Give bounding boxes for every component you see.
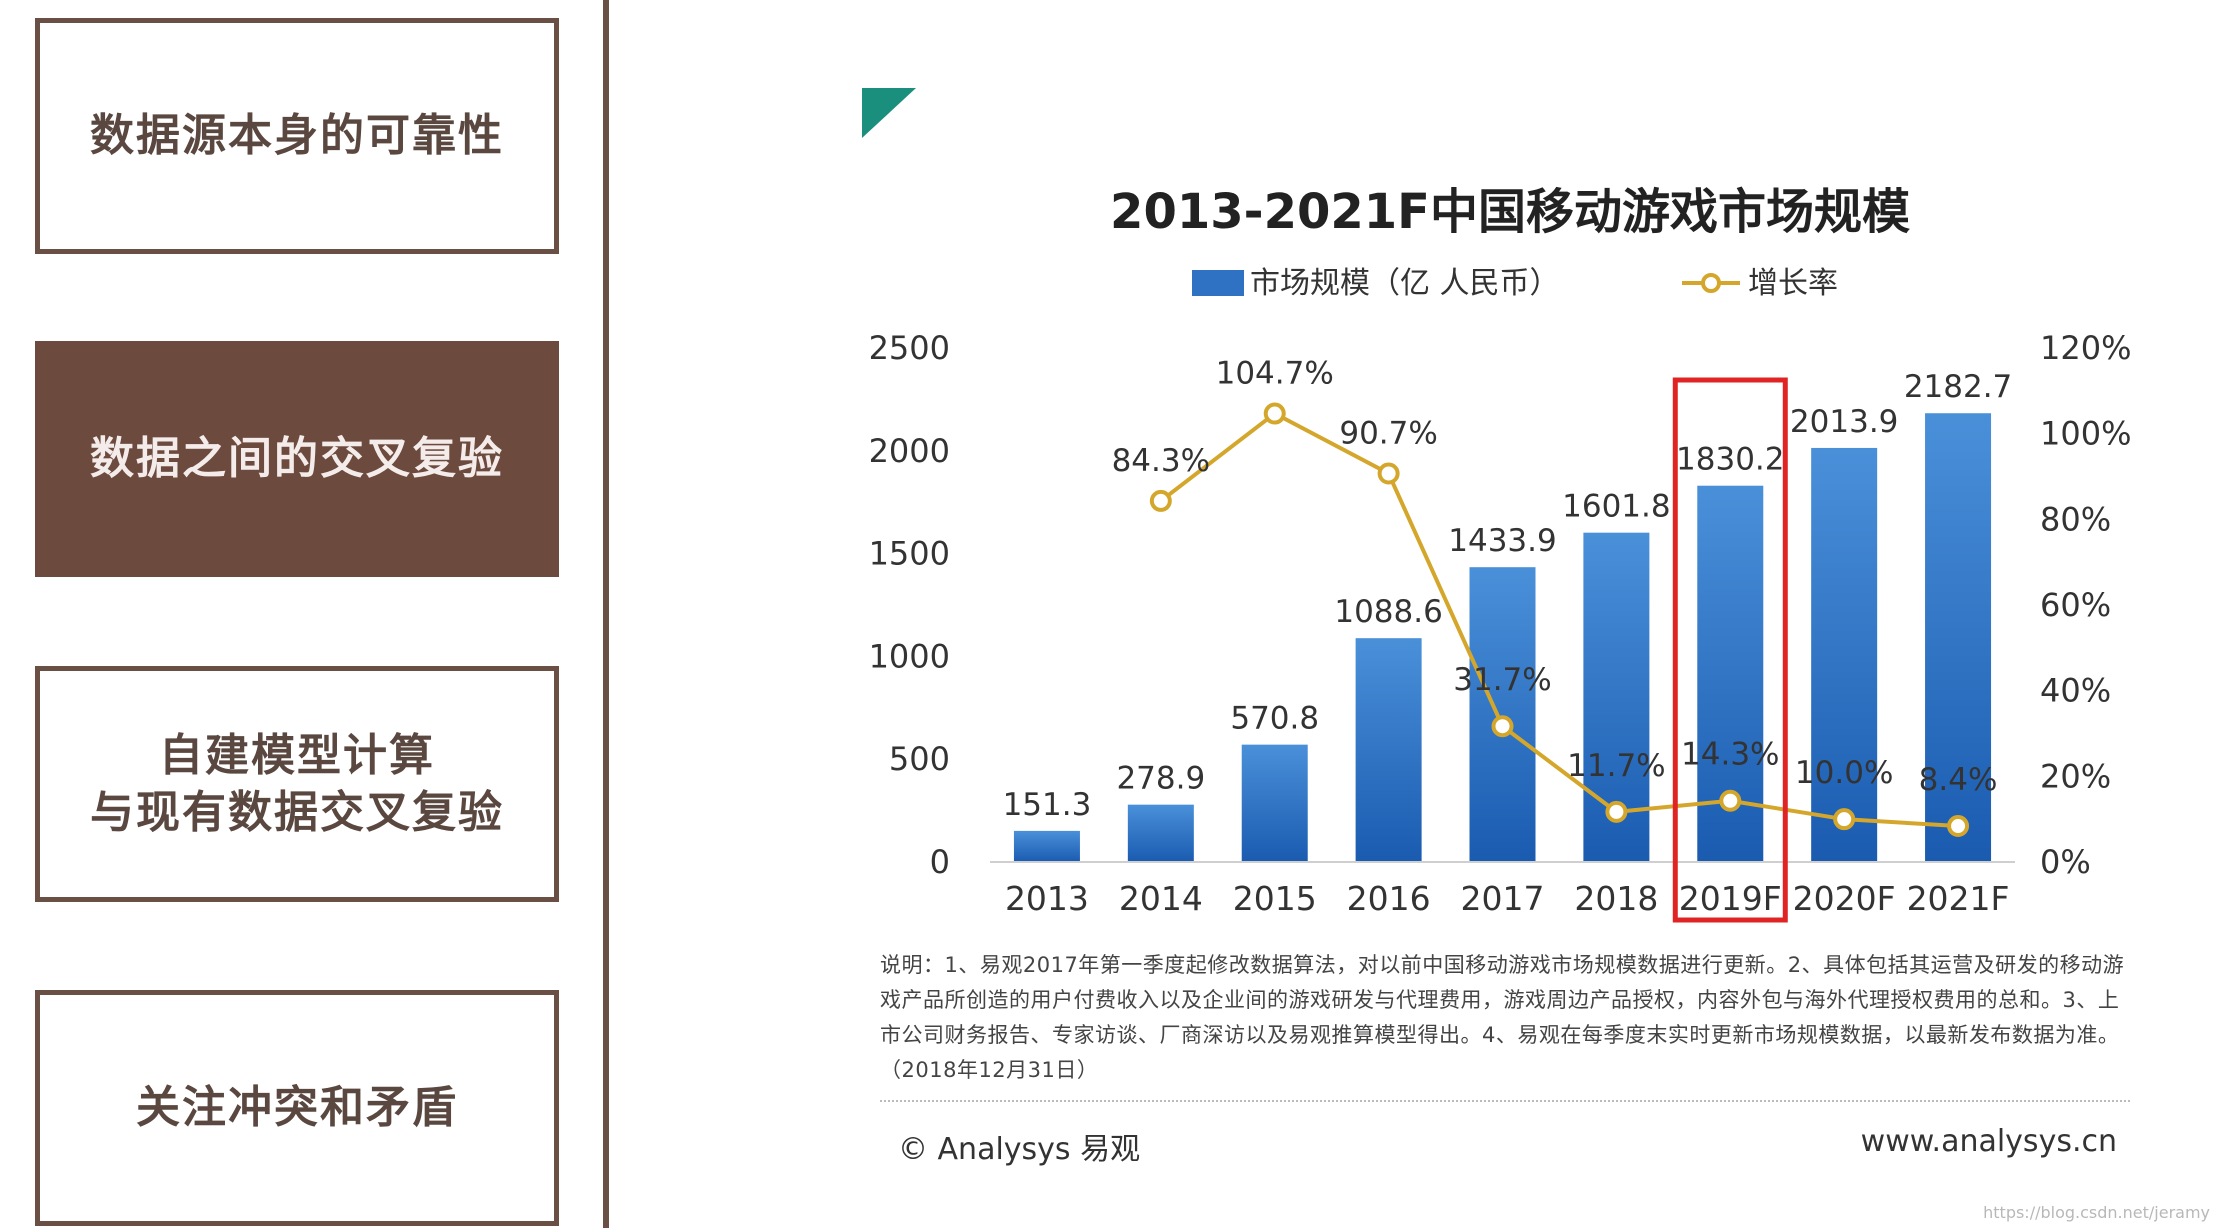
bar: [1241, 744, 1308, 862]
chart-title: 2013-2021F中国移动游戏市场规模: [1110, 184, 1910, 240]
footer-brand: © Analysys 易观: [898, 1132, 1141, 1167]
x-tick-label: 2013: [1005, 879, 1089, 918]
growth-point: [1833, 808, 1856, 831]
bar-value-label: 2013.9: [1790, 404, 1898, 440]
growth-point: [1605, 800, 1628, 823]
bar: [1127, 804, 1194, 862]
option-box-4: 关注冲突和矛盾: [35, 990, 559, 1226]
logo-mark-icon: [862, 88, 916, 138]
bar-value-label: 2182.7: [1904, 369, 2012, 405]
x-tick-label: 2015: [1233, 879, 1317, 918]
legend-bar-swatch: [1192, 270, 1244, 296]
footer-rule: [880, 1100, 2130, 1102]
y-right-tick-label: 100%: [2040, 415, 2131, 453]
growth-value-label: 11.7%: [1567, 748, 1665, 784]
watermark-url: https://blog.csdn.net/jeramy: [1983, 1203, 2210, 1222]
x-tick-label: 2018: [1574, 879, 1658, 918]
growth-point: [1491, 715, 1514, 738]
y-right-tick-label: 120%: [2040, 329, 2131, 367]
y-left-tick-label: 2500: [869, 329, 950, 367]
x-axis-ticks: 2013 2014 2015 2016 2017 2018 2019F 2020F 2021F: [1005, 879, 2010, 918]
growth-point: [1719, 789, 1742, 812]
growth-point: [1947, 815, 1970, 838]
bar-value-label: 1433.9: [1448, 523, 1556, 559]
growth-line: [1159, 411, 1959, 829]
y-left-tick-label: 1000: [869, 637, 950, 675]
x-tick-label: 2016: [1347, 879, 1431, 918]
bar-value-label: 570.8: [1230, 701, 1319, 737]
growth-point: [1149, 489, 1172, 512]
bar: [1355, 638, 1422, 862]
y-right-tick-label: 60%: [2040, 586, 2111, 624]
legend: 市场规模（亿 人民币） 增长率: [1192, 266, 1838, 301]
bar: [1925, 413, 1992, 862]
footer-url: www.analysys.cn: [1860, 1124, 2117, 1159]
bar-value-label: 1088.6: [1334, 594, 1442, 630]
y-right-tick-label: 40%: [2040, 672, 2111, 710]
y-right-tick-label: 80%: [2040, 500, 2111, 538]
x-tick-label: 2017: [1461, 879, 1545, 918]
growth-value-label: 90.7%: [1339, 416, 1437, 452]
highlight-box-2019f: [1672, 377, 1788, 923]
option-box-1: 数据源本身的可靠性: [35, 18, 559, 254]
bar-value-label: 151.3: [1003, 787, 1092, 823]
growth-value-label: 31.7%: [1453, 662, 1551, 698]
legend-line-label: 增长率: [1748, 266, 1838, 301]
market-size-chart: 2013-2021F中国移动游戏市场规模 市场规模（亿 人民币） 增长率 0 50…: [862, 88, 2131, 923]
bar-value-label: 278.9: [1116, 761, 1205, 797]
x-tick-label: 2014: [1119, 879, 1203, 918]
x-tick-label: 2019F: [1679, 879, 1782, 918]
y-left-tick-label: 500: [889, 740, 950, 778]
y-left-tick-label: 0: [930, 843, 950, 881]
vertical-divider: [603, 0, 609, 1228]
y-left-tick-label: 1500: [869, 535, 950, 573]
bar-value-label: 1601.8: [1562, 489, 1670, 525]
x-tick-label: 2020F: [1793, 879, 1896, 918]
bar: [1811, 447, 1878, 862]
growth-value-label: 104.7%: [1216, 356, 1334, 392]
growth-value-label: 10.0%: [1795, 755, 1893, 791]
legend-line-marker-icon: [1701, 273, 1721, 293]
growth-point: [1263, 402, 1286, 425]
chart-note: 说明：1、易观2017年第一季度起修改数据算法，对以前中国移动游戏市场规模数据进…: [880, 953, 2125, 1082]
growth-value-label: 8.4%: [1919, 762, 1998, 798]
option-box-2: 数据之间的交叉复验: [35, 341, 559, 577]
legend-bar-label: 市场规模（亿 人民币）: [1250, 266, 1560, 301]
growth-point: [1377, 462, 1400, 485]
y-left-tick-label: 2000: [869, 432, 950, 470]
y-right-tick-label: 0%: [2040, 843, 2091, 881]
bar: [1469, 567, 1536, 862]
bar-value-label: 1830.2: [1676, 442, 1784, 478]
growth-value-label: 84.3%: [1112, 443, 1210, 479]
y-axis-left: 0 500 1000 1500 2000 2500: [869, 329, 950, 881]
bar: [1013, 830, 1080, 862]
growth-value-label: 14.3%: [1681, 737, 1779, 773]
growth-line-series: 84.3% 104.7%90.7% 31.7% 11.7% 14.3% 10.0% 8.4%: [1112, 356, 1998, 838]
y-right-tick-label: 20%: [2040, 757, 2111, 795]
option-box-3: 自建模型计算 与现有数据交叉复验: [35, 666, 559, 902]
y-axis-right: 0% 20% 40% 60% 80% 100% 120%: [2040, 329, 2131, 881]
x-tick-label: 2021F: [1907, 879, 2010, 918]
